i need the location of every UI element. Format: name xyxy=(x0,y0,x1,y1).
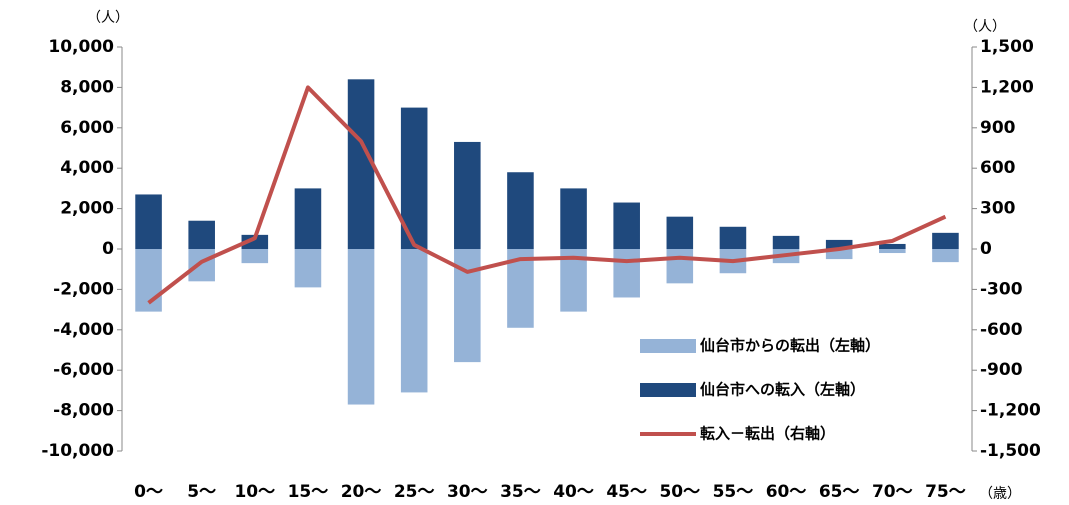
bar xyxy=(879,249,906,254)
bar xyxy=(454,141,481,249)
bar xyxy=(400,249,428,393)
x-tick-label: 45〜 xyxy=(606,482,647,502)
bar xyxy=(294,249,322,288)
x-tick-label: 40〜 xyxy=(553,482,594,502)
legend-label: 仙台市への転入（左軸） xyxy=(700,381,865,399)
bar xyxy=(932,249,959,263)
x-unit: （歳） xyxy=(979,486,1021,502)
y-tick-label: 2,000 xyxy=(60,199,114,219)
y2-tick-label: -300 xyxy=(980,279,1023,299)
bar xyxy=(241,234,269,249)
x-tick-label: 0〜 xyxy=(134,482,163,502)
bar xyxy=(560,188,587,249)
bar xyxy=(879,243,906,249)
y2-tick-label: -900 xyxy=(980,360,1023,380)
bar xyxy=(825,249,853,260)
bar xyxy=(135,194,162,249)
y-tick-label: -2,000 xyxy=(53,279,114,299)
bar xyxy=(507,172,534,249)
x-tick-label: 70〜 xyxy=(872,482,913,502)
y-tick-label: 4,000 xyxy=(60,158,114,178)
legend-swatch xyxy=(640,383,696,397)
bar xyxy=(772,235,800,249)
y-tick-label: -8,000 xyxy=(53,401,114,421)
y-tick-label: 8,000 xyxy=(60,77,114,97)
legend-label: 仙台市からの転出（左軸） xyxy=(700,337,880,355)
x-tick-label: 20〜 xyxy=(341,482,382,502)
bar xyxy=(347,249,375,405)
x-tick-label: 10〜 xyxy=(234,482,275,502)
bar xyxy=(666,249,694,284)
y2-tick-label: 600 xyxy=(980,158,1016,178)
x-tick-label: 75〜 xyxy=(925,482,966,502)
bar xyxy=(613,249,640,298)
bar xyxy=(188,220,215,249)
y2-tick-label: -600 xyxy=(980,320,1023,340)
x-tick-label: 25〜 xyxy=(394,482,435,502)
bar xyxy=(347,79,375,249)
y-tick-label: 10,000 xyxy=(48,37,114,57)
x-tick-label: 5〜 xyxy=(187,482,216,502)
y2-unit: （人） xyxy=(964,19,1006,35)
line xyxy=(147,85,947,305)
x-tick-label: 65〜 xyxy=(819,482,860,502)
y-unit: （人） xyxy=(87,10,129,26)
legend-swatch xyxy=(640,339,696,353)
y-tick-label: 6,000 xyxy=(60,118,114,138)
y-tick-label: -10,000 xyxy=(41,441,114,461)
y2-tick-label: 1,200 xyxy=(980,77,1034,97)
x-tick-label: 55〜 xyxy=(713,482,754,502)
y2-tick-label: 1,500 xyxy=(980,37,1034,57)
y2-tick-label: -1,500 xyxy=(980,441,1041,461)
bar xyxy=(825,239,853,249)
y-tick-label: -4,000 xyxy=(53,320,114,340)
x-tick-label: 60〜 xyxy=(766,482,807,502)
bar xyxy=(188,249,215,282)
x-tick-label: 15〜 xyxy=(288,482,329,502)
legend-label: 転入－転出（右軸） xyxy=(700,425,835,443)
bar xyxy=(666,216,694,249)
bar xyxy=(294,188,322,249)
y2-tick-label: 0 xyxy=(980,239,992,259)
x-tick-label: 30〜 xyxy=(447,482,488,502)
bar xyxy=(613,202,640,249)
y2-tick-label: 900 xyxy=(980,118,1016,138)
bar xyxy=(932,232,959,249)
y-tick-label: -6,000 xyxy=(53,360,114,380)
x-tick-label: 50〜 xyxy=(659,482,700,502)
y2-tick-label: -1,200 xyxy=(980,401,1041,421)
x-tick-label: 35〜 xyxy=(500,482,541,502)
bar xyxy=(241,249,269,264)
bar xyxy=(719,226,747,249)
y-tick-label: 0 xyxy=(102,239,114,259)
y2-tick-label: 300 xyxy=(980,199,1016,219)
